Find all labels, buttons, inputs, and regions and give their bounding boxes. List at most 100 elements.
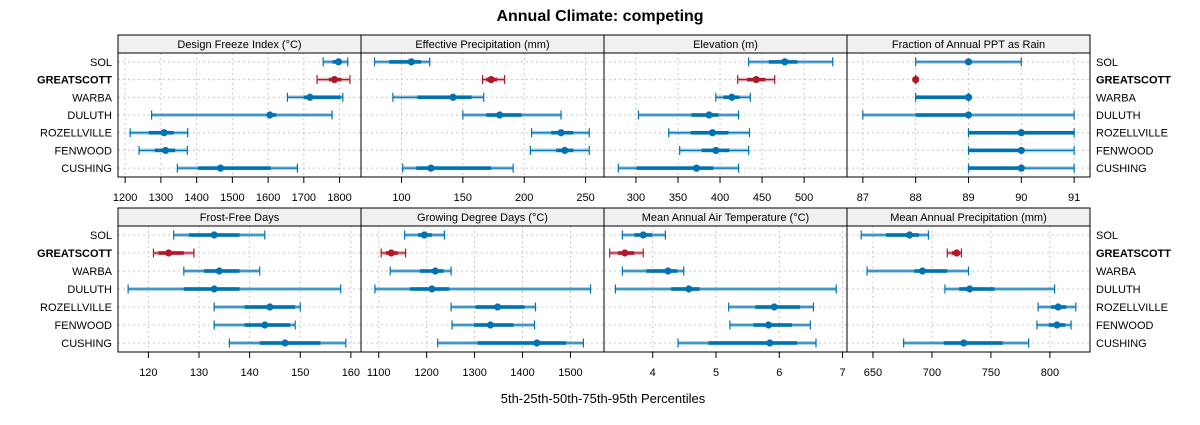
panel: Effective Precipitation (mm) 100 150 200 250 [360, 34, 605, 204]
median-point [664, 267, 672, 275]
median-point [496, 111, 504, 119]
site-mark-group [677, 338, 817, 348]
site-mark-group [912, 75, 920, 85]
x-tick-label: 750 [982, 367, 1000, 379]
site-mark-group [617, 163, 740, 173]
site-label-left: FENWOOD [55, 145, 112, 157]
site-label-right: ROZELLVILLE [1096, 128, 1168, 140]
site-mark-group [729, 320, 811, 330]
site-label-right: SOL [1096, 230, 1118, 242]
site-mark-group [322, 57, 349, 67]
median-point [160, 129, 168, 137]
site-mark-group [462, 110, 562, 120]
site-mark-group [609, 248, 644, 258]
site-mark-group [903, 338, 1030, 348]
panel-title: Elevation (m) [693, 39, 758, 51]
site-label-left: ROZELLVILLE [40, 128, 112, 140]
site-label-right: FENWOOD [1096, 320, 1153, 332]
median-point [561, 146, 569, 155]
median-point [712, 146, 720, 155]
site-label-right: WARBA [1096, 92, 1137, 104]
site-label-right: SOL [1096, 57, 1118, 69]
median-point [905, 231, 914, 239]
site-mark-group [286, 92, 344, 102]
median-point [487, 75, 495, 84]
x-tick-label: 120 [139, 367, 157, 379]
median-point [431, 267, 439, 275]
site-mark-group [728, 302, 815, 312]
median-point [165, 249, 173, 257]
median-point [692, 164, 701, 172]
x-axis-label: 5th-25th-50th-75th-95th Percentiles [501, 391, 706, 406]
site-label-left: ROZELLVILLE [40, 302, 112, 314]
x-tick-label: 1200 [414, 367, 438, 379]
site-mark-group [374, 284, 592, 294]
site-mark-group [173, 230, 266, 240]
site-label-right: DULUTH [1096, 284, 1141, 296]
median-point [781, 58, 789, 66]
median-point [964, 58, 973, 66]
median-point [1017, 129, 1025, 137]
x-tick-label: 300 [627, 192, 645, 204]
chart-title: Annual Climate: competing [496, 8, 703, 25]
panel-border [846, 225, 1091, 353]
panel-title: Design Freeze Index (°C) [177, 39, 301, 51]
x-tick-label: 450 [753, 192, 771, 204]
median-point [407, 58, 415, 66]
site-mark-group [404, 230, 445, 240]
site-mark-group [679, 145, 750, 155]
median-point [1017, 164, 1025, 172]
site-mark-group [944, 284, 1056, 294]
median-point [705, 111, 713, 119]
site-label-left: CUSHING [61, 163, 112, 175]
site-mark-group [860, 230, 929, 240]
x-tick-label: 200 [515, 192, 533, 204]
x-tick-label: 1600 [256, 192, 280, 204]
x-tick-label: 1100 [367, 367, 391, 379]
site-label-right: FENWOOD [1096, 145, 1153, 157]
site-mark-group [176, 163, 298, 173]
median-point [953, 249, 961, 257]
site-mark-group [967, 128, 1075, 138]
x-tick-label: 1200 [113, 192, 137, 204]
panel-title: Effective Precipitation (mm) [415, 39, 549, 51]
site-mark-group [451, 320, 536, 330]
median-point [449, 93, 457, 101]
median-point [964, 93, 973, 101]
site-label-right: ROZELLVILLE [1096, 302, 1168, 314]
x-tick-label: 91 [1068, 192, 1080, 204]
x-tick-label: 88 [910, 192, 922, 204]
site-mark-group [1037, 302, 1077, 312]
site-label-left: WARBA [72, 92, 113, 104]
median-point [261, 321, 269, 329]
site-mark-group [316, 75, 351, 85]
x-tick-label: 500 [795, 192, 813, 204]
median-point [1053, 321, 1061, 329]
panel: Mean Annual Precipitation (mm) 650 700 750 8… [846, 207, 1091, 379]
x-tick-label: 7 [840, 367, 846, 379]
x-tick-label: 130 [190, 367, 208, 379]
panel-title: Growing Degree Days (°C) [417, 212, 548, 224]
x-tick-label: 89 [962, 192, 974, 204]
site-mark-group [614, 284, 837, 294]
site-mark-group [213, 302, 301, 312]
median-point [708, 129, 717, 137]
x-tick-label: 1800 [327, 192, 351, 204]
site-mark-group [530, 128, 590, 138]
site-label-left: DULUTH [67, 110, 112, 122]
site-label-left: SOL [90, 230, 112, 242]
x-tick-label: 140 [240, 367, 258, 379]
median-point [639, 231, 647, 239]
x-tick-label: 1400 [510, 367, 534, 379]
site-mark-group [389, 266, 452, 276]
panel: Growing Degree Days (°C) 1100 1200 1300 1400… [360, 207, 605, 379]
median-point [728, 93, 736, 101]
x-tick-label: 5 [713, 367, 719, 379]
median-point [161, 146, 170, 155]
site-label-left: CUSHING [61, 338, 112, 350]
median-point [266, 303, 274, 311]
panels: Design Freeze Index (°C) 1200 1300 1400 1500… [37, 34, 1171, 379]
site-mark-group [621, 230, 666, 240]
